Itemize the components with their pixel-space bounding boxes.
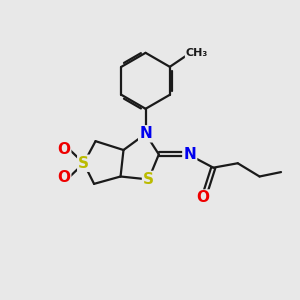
Text: N: N: [139, 126, 152, 141]
Text: CH₃: CH₃: [186, 48, 208, 58]
Text: O: O: [196, 190, 209, 206]
Text: S: S: [143, 172, 154, 187]
Text: S: S: [78, 156, 89, 171]
Text: N: N: [183, 147, 196, 162]
Text: O: O: [57, 142, 70, 157]
Text: O: O: [57, 170, 70, 185]
